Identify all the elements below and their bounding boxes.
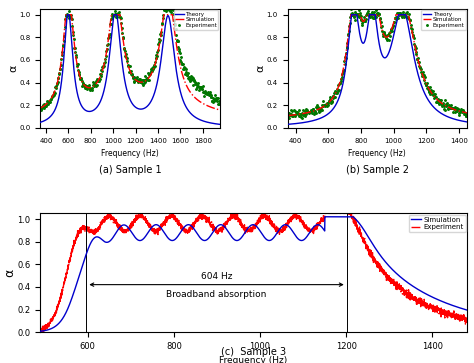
Theory	[465, 120, 471, 125]
Legend: Theory, Simulation, Experiment: Theory, Simulation, Experiment	[421, 10, 466, 30]
Text: (b) Sample 2: (b) Sample 2	[346, 165, 409, 175]
Line: Simulation: Simulation	[40, 217, 467, 331]
Theory	[354, 14, 360, 19]
Simulation	[240, 233, 246, 238]
Theory	[64, 13, 70, 17]
Line: Experiment: Experiment	[40, 213, 467, 332]
Line: Theory: Theory	[288, 15, 468, 125]
Y-axis label: α: α	[3, 269, 16, 277]
Simulation	[58, 62, 64, 67]
X-axis label: Frequency (Hz): Frequency (Hz)	[101, 149, 159, 158]
Simulation	[217, 108, 222, 112]
Theory	[443, 114, 448, 118]
Simulation	[37, 329, 43, 334]
Theory	[362, 38, 368, 43]
X-axis label: Frequency (Hz): Frequency (Hz)	[348, 149, 406, 158]
Experiment	[376, 12, 382, 16]
Experiment	[95, 79, 101, 83]
Theory	[194, 116, 200, 120]
Text: Broadband absorption: Broadband absorption	[166, 290, 267, 299]
Theory	[285, 122, 291, 127]
Simulation	[69, 13, 74, 17]
Simulation	[316, 107, 322, 111]
Line: Theory: Theory	[40, 15, 219, 124]
Simulation	[37, 106, 43, 110]
Experiment	[220, 226, 226, 230]
Line: Experiment: Experiment	[287, 9, 469, 119]
Experiment	[240, 224, 246, 228]
Simulation	[63, 13, 69, 17]
Experiment	[347, 21, 353, 25]
Experiment	[451, 314, 457, 319]
Theory	[69, 37, 74, 42]
Line: Simulation: Simulation	[40, 15, 219, 110]
Experiment	[430, 304, 436, 309]
Experiment	[343, 51, 349, 56]
Experiment	[263, 211, 268, 216]
Line: Experiment: Experiment	[39, 8, 220, 110]
Theory	[58, 85, 64, 89]
Simulation	[464, 308, 470, 312]
Experiment	[210, 95, 216, 100]
Experiment	[348, 7, 354, 12]
Simulation	[220, 223, 226, 228]
Experiment	[330, 96, 336, 100]
Experiment	[145, 71, 151, 76]
Simulation	[451, 304, 457, 308]
Text: (c)  Sample 3: (c) Sample 3	[221, 347, 286, 357]
Simulation	[114, 13, 120, 17]
Theory	[37, 120, 43, 125]
Experiment	[82, 82, 88, 87]
Text: (a) Sample 1: (a) Sample 1	[99, 165, 161, 175]
Simulation	[285, 114, 291, 118]
Experiment	[163, 7, 168, 11]
Simulation	[443, 103, 448, 108]
Text: 604 Hz: 604 Hz	[201, 272, 232, 281]
Theory	[348, 13, 354, 17]
X-axis label: Frequency (Hz): Frequency (Hz)	[219, 356, 288, 363]
Experiment	[465, 113, 471, 118]
Simulation	[347, 215, 353, 219]
Experiment	[459, 108, 465, 113]
Theory	[316, 117, 322, 121]
Experiment	[286, 116, 292, 120]
Simulation	[348, 13, 354, 17]
Experiment	[217, 228, 222, 232]
Simulation	[322, 215, 328, 219]
Experiment	[99, 69, 105, 73]
Experiment	[128, 69, 133, 74]
Simulation	[465, 111, 471, 115]
Simulation	[430, 295, 436, 299]
Simulation	[106, 32, 112, 36]
Experiment	[38, 107, 44, 112]
Simulation	[462, 110, 468, 115]
Experiment	[464, 318, 470, 323]
Theory	[106, 57, 112, 61]
Simulation	[362, 18, 368, 22]
Experiment	[37, 105, 43, 109]
Experiment	[394, 15, 400, 19]
Theory	[462, 119, 468, 124]
Experiment	[216, 99, 222, 103]
Theory	[213, 122, 219, 126]
Y-axis label: α: α	[8, 65, 18, 72]
Line: Simulation: Simulation	[288, 15, 468, 116]
Simulation	[217, 223, 222, 227]
Legend: Simulation, Experiment: Simulation, Experiment	[409, 215, 465, 232]
Simulation	[354, 13, 360, 17]
Theory	[305, 119, 311, 124]
Y-axis label: α: α	[255, 65, 265, 72]
Experiment	[285, 111, 291, 115]
Experiment	[38, 330, 44, 334]
Simulation	[194, 97, 200, 101]
Experiment	[37, 326, 43, 330]
Simulation	[305, 110, 311, 115]
Simulation	[213, 107, 219, 111]
Legend: Theory, Simulation, Experiment: Theory, Simulation, Experiment	[174, 10, 219, 30]
Theory	[217, 122, 222, 126]
Experiment	[347, 213, 353, 217]
Theory	[114, 13, 120, 17]
